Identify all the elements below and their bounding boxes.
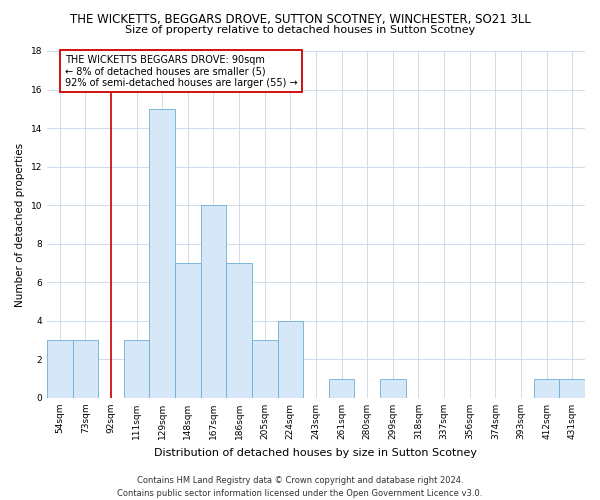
Y-axis label: Number of detached properties: Number of detached properties <box>15 142 25 306</box>
Bar <box>149 109 175 398</box>
Text: THE WICKETTS BEGGARS DROVE: 90sqm
← 8% of detached houses are smaller (5)
92% of: THE WICKETTS BEGGARS DROVE: 90sqm ← 8% o… <box>65 55 298 88</box>
Text: Contains HM Land Registry data © Crown copyright and database right 2024.
Contai: Contains HM Land Registry data © Crown c… <box>118 476 482 498</box>
Bar <box>534 378 559 398</box>
Bar <box>175 263 200 398</box>
Bar <box>380 378 406 398</box>
Bar <box>278 321 303 398</box>
Bar <box>252 340 278 398</box>
Bar <box>559 378 585 398</box>
Bar <box>226 263 252 398</box>
X-axis label: Distribution of detached houses by size in Sutton Scotney: Distribution of detached houses by size … <box>154 448 478 458</box>
Text: THE WICKETTS, BEGGARS DROVE, SUTTON SCOTNEY, WINCHESTER, SO21 3LL: THE WICKETTS, BEGGARS DROVE, SUTTON SCOT… <box>70 12 530 26</box>
Bar <box>200 205 226 398</box>
Bar <box>124 340 149 398</box>
Bar <box>73 340 98 398</box>
Bar <box>47 340 73 398</box>
Text: Size of property relative to detached houses in Sutton Scotney: Size of property relative to detached ho… <box>125 25 475 35</box>
Bar <box>329 378 355 398</box>
